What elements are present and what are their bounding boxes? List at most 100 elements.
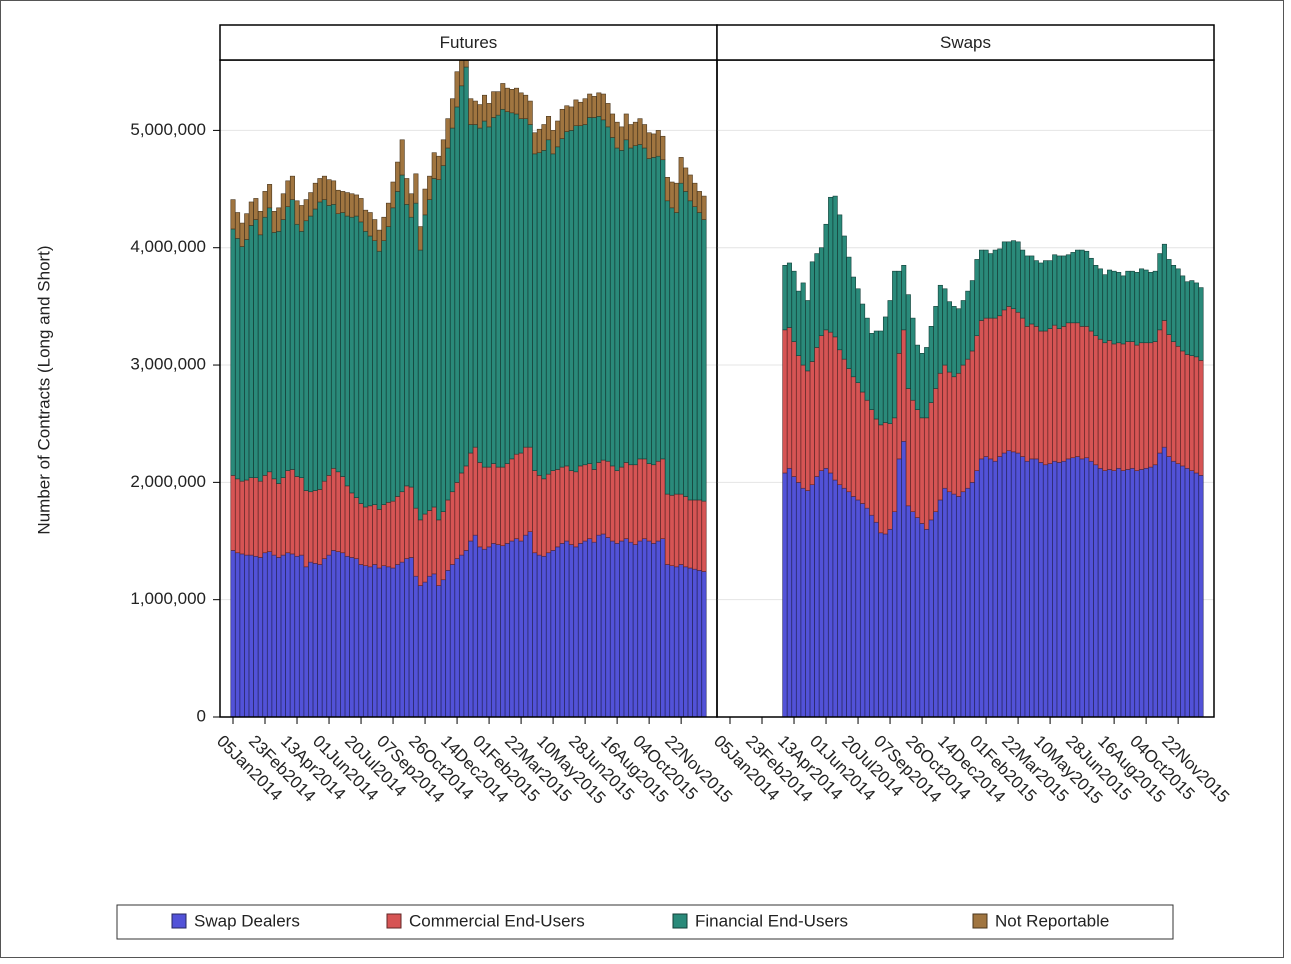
bar-segment [1084, 250, 1090, 327]
bar-segment [353, 558, 359, 718]
bar-segment [587, 463, 593, 539]
bar-segment [381, 565, 387, 718]
bar-segment [491, 543, 497, 718]
bar-segment [623, 113, 629, 141]
bar-segment [1038, 262, 1044, 332]
bar-segment [1011, 451, 1017, 718]
bar-segment [399, 491, 405, 563]
bar-segment [463, 66, 469, 467]
bar-segment [605, 460, 611, 538]
bar-segment [321, 175, 327, 200]
bar-segment [1148, 272, 1154, 344]
bar-segment [1061, 460, 1067, 718]
bar-segment [523, 446, 529, 536]
bar-segment [541, 478, 547, 557]
bar-segment [1097, 338, 1103, 469]
bar-segment [1129, 467, 1135, 718]
bar-segment [472, 534, 478, 718]
bar-segment [869, 409, 875, 516]
bar-segment [965, 487, 971, 718]
bar-segment [628, 124, 634, 149]
bar-segment [331, 467, 337, 551]
bar-segment [1029, 323, 1035, 460]
bar-segment [596, 92, 602, 117]
bar-segment [546, 552, 552, 718]
bar-segment [385, 566, 391, 718]
bar-segment [395, 564, 401, 718]
bar-segment [1001, 241, 1007, 311]
bar-segment [523, 94, 529, 119]
bar-segment [1020, 249, 1026, 319]
bar-segment [436, 519, 442, 586]
bar-segment [901, 440, 907, 718]
bar-segment [472, 100, 478, 125]
bar-segment [271, 478, 277, 556]
bar-segment [837, 214, 843, 351]
bar-segment [651, 133, 657, 158]
bar-segment [303, 220, 309, 491]
bar-segment [303, 490, 309, 568]
bar-segment [878, 424, 884, 534]
bar-segment [1139, 469, 1145, 718]
bar-segment [267, 184, 273, 209]
bar-segment [546, 473, 552, 554]
bar-segment [326, 475, 332, 556]
bar-segment [892, 511, 898, 718]
bar-segment [997, 456, 1003, 718]
bar-segment [937, 499, 943, 718]
bar-segment [358, 221, 364, 504]
bar-segment [299, 230, 305, 478]
bar-segment [289, 199, 295, 470]
bar-segment [509, 458, 515, 542]
bar-segment [532, 552, 538, 718]
bar-segment [960, 364, 966, 493]
bar-segment [1152, 464, 1158, 718]
bar-segment [267, 471, 273, 552]
bar-segment [335, 551, 341, 718]
bar-segment [951, 376, 957, 495]
bar-segment [312, 182, 318, 210]
bar-segment [983, 317, 989, 457]
bar-segment [509, 89, 515, 114]
y-tick-label: 4,000,000 [130, 237, 206, 256]
bar-segment [495, 466, 501, 545]
bar-segment [404, 204, 410, 487]
bar-segment [1097, 268, 1103, 340]
bar-segment [340, 552, 346, 718]
bar-segment [605, 103, 611, 128]
bar-segment [924, 347, 930, 419]
bar-segment [253, 477, 259, 557]
bar-segment [814, 253, 820, 348]
bar-segment [573, 471, 579, 548]
bar-segment [1102, 342, 1108, 471]
bar-segment [905, 294, 911, 389]
bar-segment [1193, 356, 1199, 474]
bar-segment [289, 469, 295, 555]
bar-segment [809, 361, 815, 486]
bar-segment [536, 554, 542, 718]
bar-segment [239, 553, 245, 718]
bar-segment [344, 555, 350, 718]
bar-segment [1001, 309, 1007, 454]
bar-segment [642, 538, 648, 718]
bar-segment [367, 505, 373, 568]
bar-segment [1097, 467, 1103, 718]
bar-segment [262, 216, 268, 476]
bar-segment [997, 315, 1003, 457]
bar-segment [399, 561, 405, 718]
bar-segment [317, 489, 323, 565]
bar-segment [417, 249, 423, 521]
bar-segment [459, 85, 465, 474]
bar-segment [495, 544, 501, 718]
bar-segment [376, 567, 382, 718]
bar-segment [541, 150, 547, 480]
bar-segment [1171, 460, 1177, 718]
bar-segment [1143, 467, 1149, 718]
bar-segment [832, 195, 838, 338]
bar-segment [1070, 252, 1076, 324]
bar-segment [477, 127, 483, 463]
bar-segment [404, 558, 410, 718]
bar-segment [449, 98, 455, 129]
bar-segment [514, 453, 520, 539]
bar-segment [1129, 341, 1135, 469]
